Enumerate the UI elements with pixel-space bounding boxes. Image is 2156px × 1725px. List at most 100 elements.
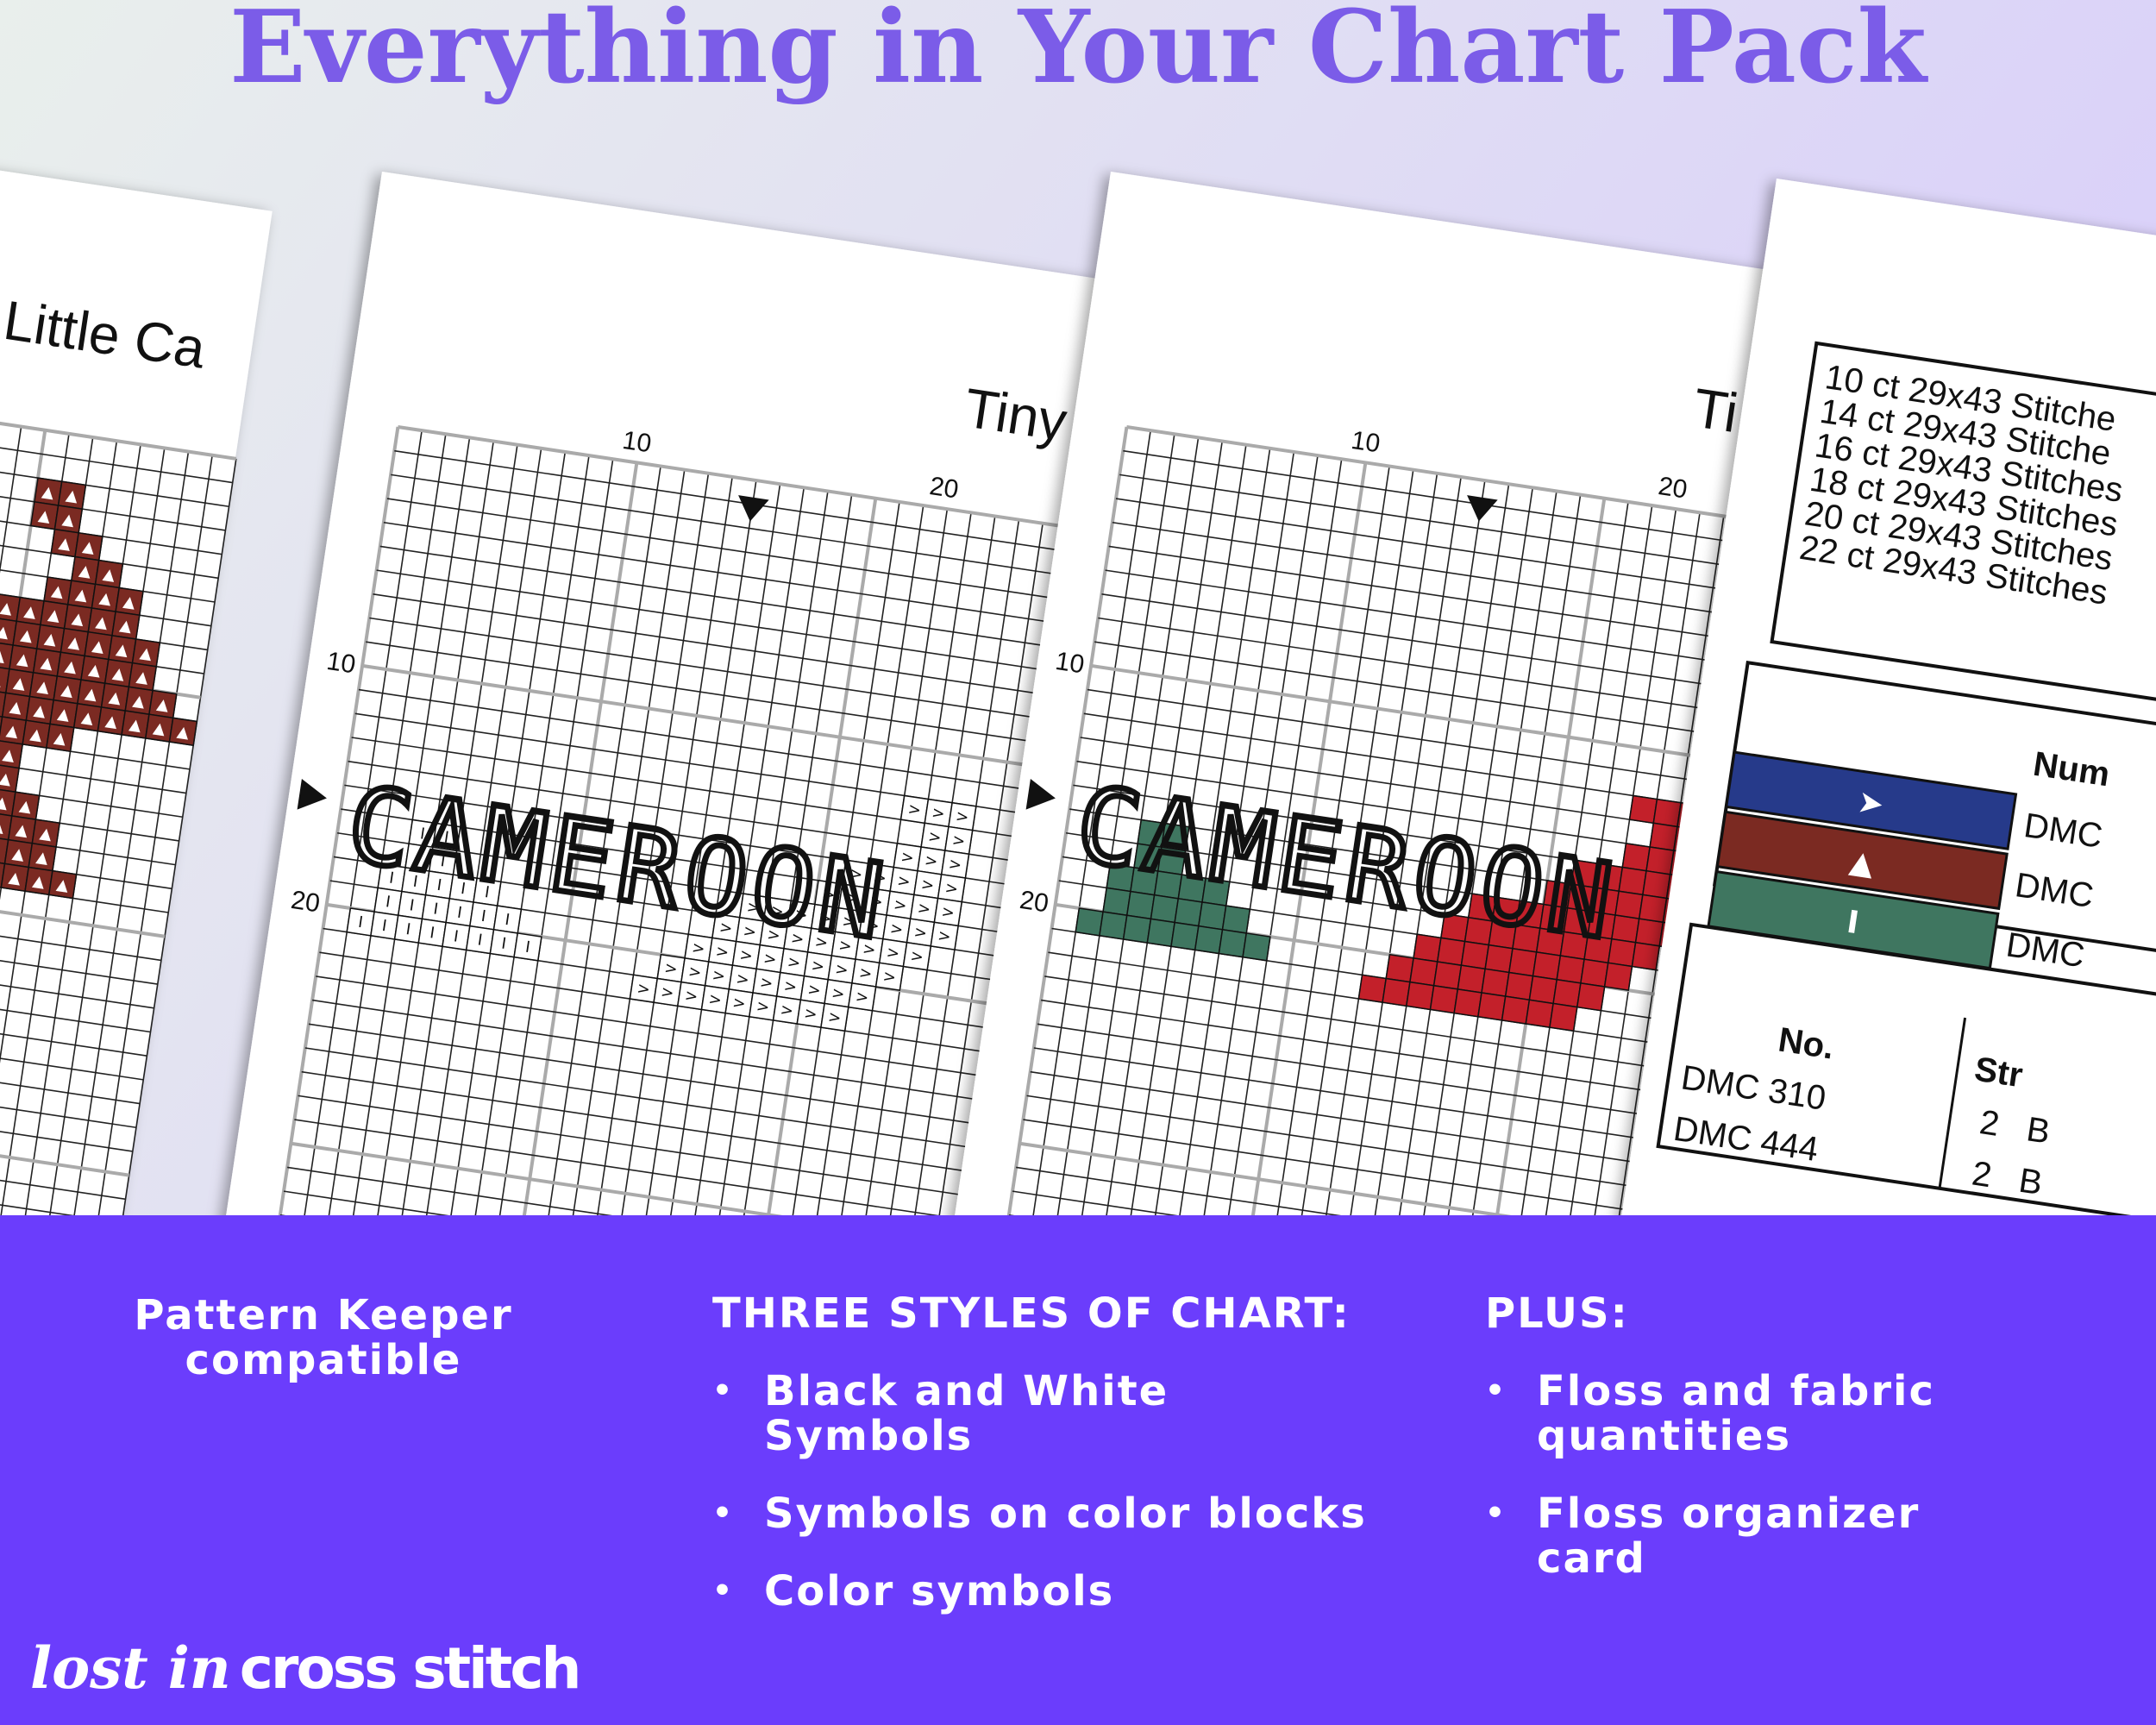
stitch-symbol: ▲ (74, 585, 89, 605)
grid-line (0, 763, 176, 866)
stitch-symbol: I (479, 907, 486, 926)
stitch (1652, 798, 1682, 828)
stitch (1170, 921, 1200, 951)
stitch (168, 717, 198, 747)
stitch-symbol: > (660, 983, 675, 1003)
stitch-symbol: I (504, 911, 511, 930)
axis-label: 10 (325, 647, 358, 680)
grid-line (290, 1141, 960, 1215)
sheet-title: Ti (1689, 376, 1742, 444)
stitch (1405, 981, 1435, 1011)
stitch-symbol: > (893, 895, 908, 915)
stitch-symbol: > (858, 963, 874, 983)
grid-line (1044, 975, 1714, 1077)
stitch (1611, 914, 1640, 944)
grid-line (0, 955, 147, 1057)
grid-line (1033, 1047, 1703, 1149)
stitch (1357, 974, 1388, 1004)
stitch-symbol: > (718, 919, 734, 938)
stitch-symbol: > (943, 879, 959, 899)
stitch-symbol: > (803, 1004, 818, 1024)
sheet-paper (0, 104, 273, 1215)
grid-line (0, 716, 183, 819)
sheet-paper (1585, 179, 2156, 1215)
stitch-symbol: I (500, 935, 507, 954)
stitch (1631, 941, 1661, 971)
stitch-symbol: > (821, 885, 837, 905)
stitch (1507, 947, 1538, 977)
stitch-symbol: I (436, 876, 442, 895)
key-symbol: I (1845, 905, 1861, 942)
bullet-item: Color symbols (712, 1569, 1368, 1614)
stitch-symbol: > (691, 938, 706, 958)
stitch-symbol: ▲ (33, 701, 47, 721)
stitch-symbol: I (408, 896, 415, 915)
feature-panel: Pattern Keeper compatible THREE STYLES O… (0, 1215, 2156, 1725)
stitch-symbol: ▲ (102, 565, 116, 585)
stitch (1429, 984, 1459, 1014)
grid-line (304, 1047, 975, 1149)
bullet-item: Floss and fabric quantities (1485, 1369, 2020, 1458)
key-color (1715, 810, 2009, 911)
grid-line (1094, 641, 1764, 743)
stitch-symbol: ▲ (19, 625, 34, 645)
stitch-symbol: > (951, 831, 967, 851)
stitch-symbol: > (849, 864, 864, 884)
grid-line (1108, 545, 1778, 648)
grid-line (301, 1070, 971, 1173)
grid-line (394, 449, 1063, 552)
stitch (1409, 957, 1438, 987)
stitch-symbol: ▲ (0, 793, 9, 812)
stitch-symbol: > (711, 966, 726, 986)
stitch-symbol: ▲ (108, 687, 122, 707)
stitch-symbol: I (404, 920, 411, 939)
stitch-symbol: ▲ (23, 602, 38, 622)
stitch-symbol: I (429, 924, 436, 943)
stitch (1556, 955, 1585, 984)
axis-label: 20 (1018, 886, 1050, 919)
grid-line (287, 1166, 956, 1215)
stitch-symbol: > (841, 913, 856, 932)
stitch-symbol: > (663, 959, 679, 979)
stitch-symbol: > (731, 994, 747, 1013)
stitch-symbol: I (484, 883, 491, 902)
grid-line (0, 668, 191, 770)
grid-line (0, 1026, 137, 1129)
stitch-symbol: ▲ (152, 718, 166, 738)
grid-line (1101, 593, 1771, 695)
stitch-symbol: ▲ (11, 844, 26, 864)
grid-line (376, 569, 1046, 671)
table-header: No. (1776, 1021, 1836, 1067)
stitch-symbol: ▲ (65, 486, 79, 505)
stitch (874, 962, 905, 992)
stitch-symbol: I (439, 852, 446, 871)
stitch (933, 897, 963, 927)
stitch-symbol: I (443, 828, 450, 847)
stitch-symbol: > (738, 946, 754, 966)
stitch-symbol: > (830, 984, 846, 1004)
grid-line (1018, 1141, 1689, 1215)
stitch-symbol: ▲ (31, 872, 46, 892)
grid-line (0, 979, 144, 1081)
stitch-symbol: ▲ (81, 537, 96, 557)
stitch-symbol: ▲ (61, 510, 76, 530)
logo: lost in cross stitch (30, 1634, 581, 1702)
stitch-symbol: > (818, 909, 833, 929)
stitch (1436, 937, 1466, 967)
stitch-symbol: ▲ (64, 656, 78, 676)
stitch-symbol: I (385, 893, 392, 912)
stitch-symbol: ▲ (0, 599, 14, 618)
grid-line (1105, 569, 1775, 671)
stitch-symbol: I (388, 869, 395, 888)
grid-line (379, 545, 1050, 648)
grid-line (1016, 1166, 1685, 1215)
axis-label: 10 (1350, 426, 1382, 459)
stitch-symbol: > (881, 967, 897, 987)
grid-line (1112, 521, 1782, 624)
grid-line (0, 740, 179, 842)
grid-line (1012, 1190, 1682, 1215)
axis-label: 20 (289, 886, 322, 919)
stitch-symbol: > (790, 929, 805, 949)
